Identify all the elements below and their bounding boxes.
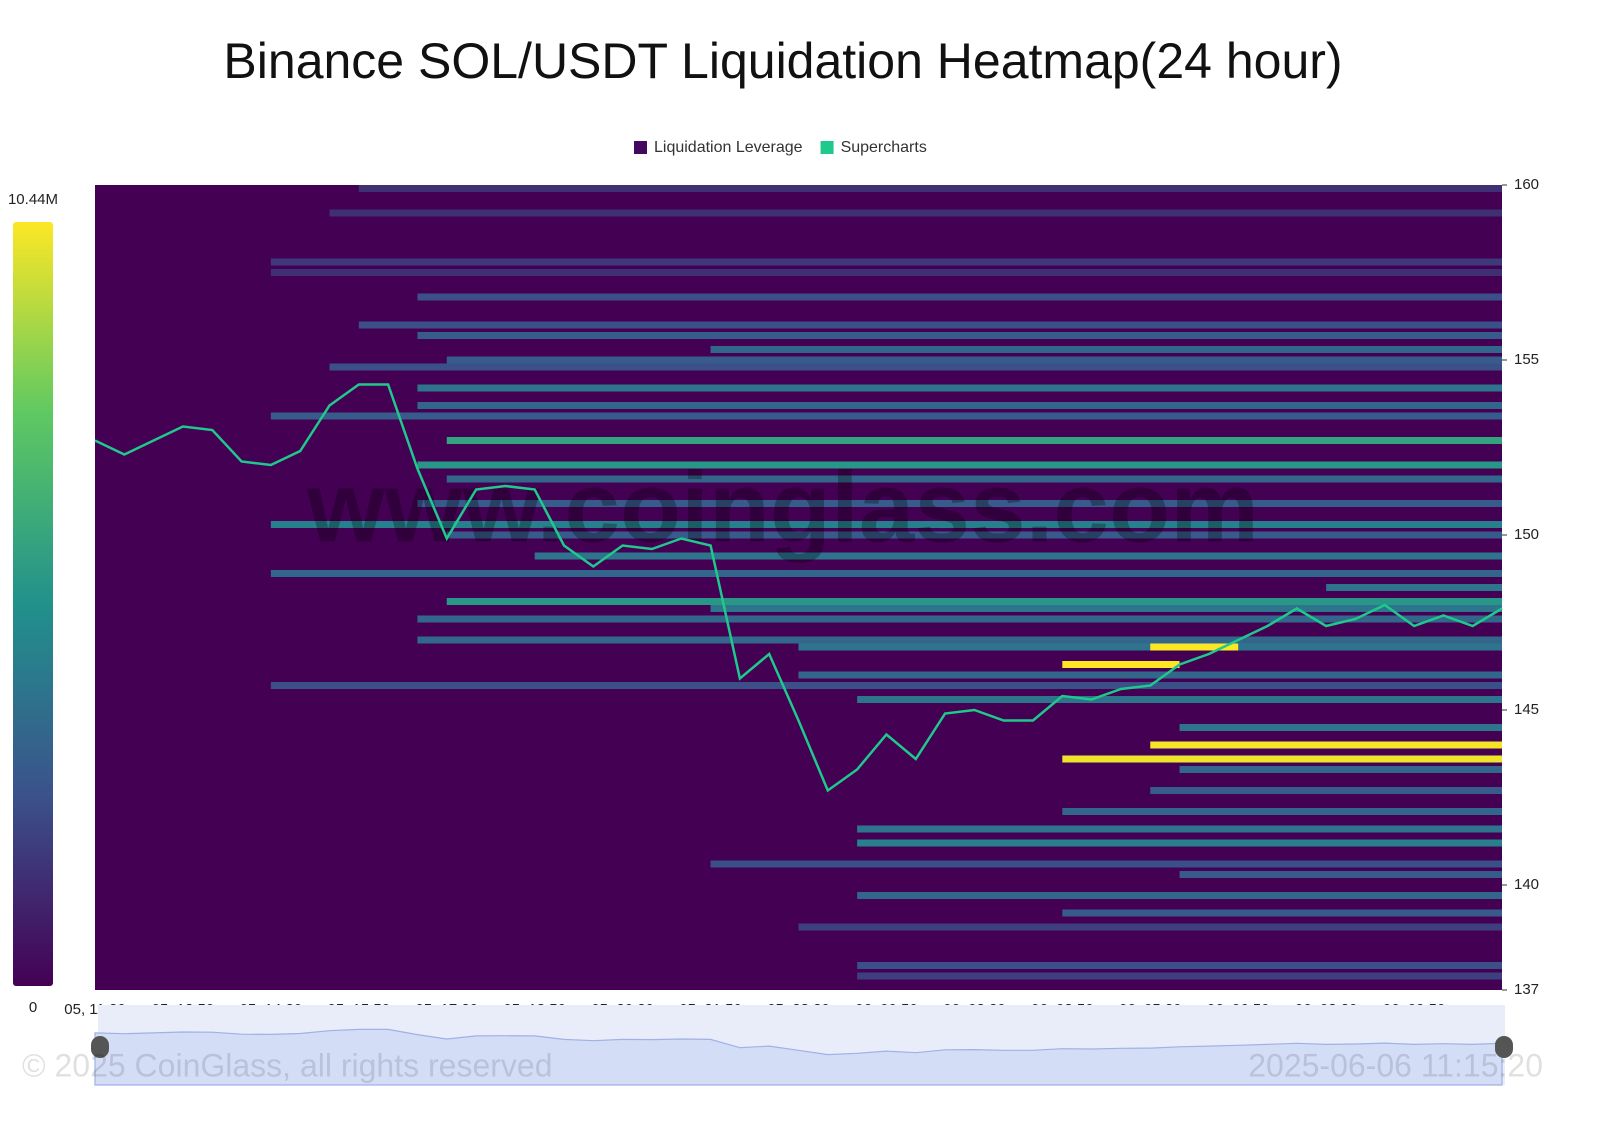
liquidation-band	[417, 384, 1502, 392]
liquidation-band	[1179, 766, 1502, 773]
liquidation-band	[857, 696, 1502, 703]
liquidation-band	[446, 475, 1502, 483]
colorbar-label: 10.44M	[8, 191, 58, 208]
liquidation-band	[1150, 787, 1502, 794]
liquidation-band	[270, 412, 1502, 420]
y-tick-label: 155	[1514, 351, 1539, 368]
liquidation-band	[798, 671, 1502, 679]
legend-swatch	[820, 141, 834, 154]
liquidation-band	[1179, 724, 1502, 731]
liquidation-band	[417, 636, 1502, 644]
liquidation-band	[798, 923, 1502, 931]
heatmap-background	[95, 185, 1502, 990]
y-tick-label: 137	[1514, 981, 1539, 998]
liquidation-band	[270, 570, 1502, 577]
liquidation-band	[329, 363, 1502, 371]
y-tick-label: 145	[1514, 701, 1539, 718]
liquidation-band	[446, 437, 1502, 444]
liquidation-band	[270, 682, 1502, 689]
liquidation-band	[857, 825, 1502, 833]
liquidation-band	[358, 321, 1502, 329]
liquidation-band	[857, 839, 1502, 847]
liquidation-band	[710, 605, 1502, 612]
liquidation-band	[534, 552, 1502, 560]
copyright: © 2025 CoinGlass, all rights reserved	[22, 1047, 552, 1083]
navigator-area	[94, 1028, 1503, 1086]
liquidation-band	[417, 402, 1502, 409]
liquidation-band	[1150, 643, 1239, 651]
liquidation-band	[417, 461, 1502, 469]
liquidation-band	[270, 269, 1502, 276]
legend-label: Supercharts	[841, 139, 927, 156]
liquidation-band	[710, 860, 1502, 868]
colorbar	[13, 222, 53, 986]
legend-swatch	[634, 141, 647, 154]
liquidation-band	[857, 972, 1502, 980]
liquidation-band	[417, 332, 1502, 339]
liquidation-band	[270, 521, 1502, 528]
navigator-handle[interactable]	[91, 1036, 109, 1058]
liquidation-band	[417, 293, 1502, 301]
liquidation-band	[1062, 661, 1180, 668]
liquidation-band	[1062, 808, 1502, 815]
liquidation-band	[446, 598, 1502, 605]
liquidation-band	[417, 615, 1502, 623]
liquidation-band	[1179, 871, 1502, 878]
navigator-handle[interactable]	[1495, 1036, 1513, 1058]
liquidation-band	[1062, 909, 1502, 917]
y-tick-label: 150	[1514, 526, 1539, 543]
liquidation-band	[710, 346, 1502, 353]
y-tick-label: 160	[1514, 176, 1539, 193]
liquidation-band	[329, 209, 1502, 217]
liquidation-band	[270, 258, 1502, 266]
legend-label: Liquidation Leverage	[654, 139, 803, 156]
liquidation-band	[358, 185, 1502, 192]
liquidation-band	[1062, 755, 1502, 763]
liquidation-band	[857, 892, 1502, 899]
liquidation-band	[417, 500, 1502, 507]
chart-title: Binance SOL/USDT Liquidation Heatmap(24 …	[223, 33, 1342, 89]
y-tick-label: 140	[1514, 876, 1539, 893]
price-line	[94, 383, 1503, 793]
liquidation-band	[857, 962, 1502, 969]
liquidation-band	[1326, 584, 1502, 591]
colorbar-label: 0	[29, 999, 37, 1016]
liquidation-band	[446, 356, 1502, 364]
watermark: www.coinglass.com	[306, 451, 1259, 563]
timestamp: 2025-06-06 11:15:20	[1248, 1047, 1543, 1083]
liquidation-band	[1150, 741, 1502, 749]
liquidation-band	[446, 531, 1502, 539]
